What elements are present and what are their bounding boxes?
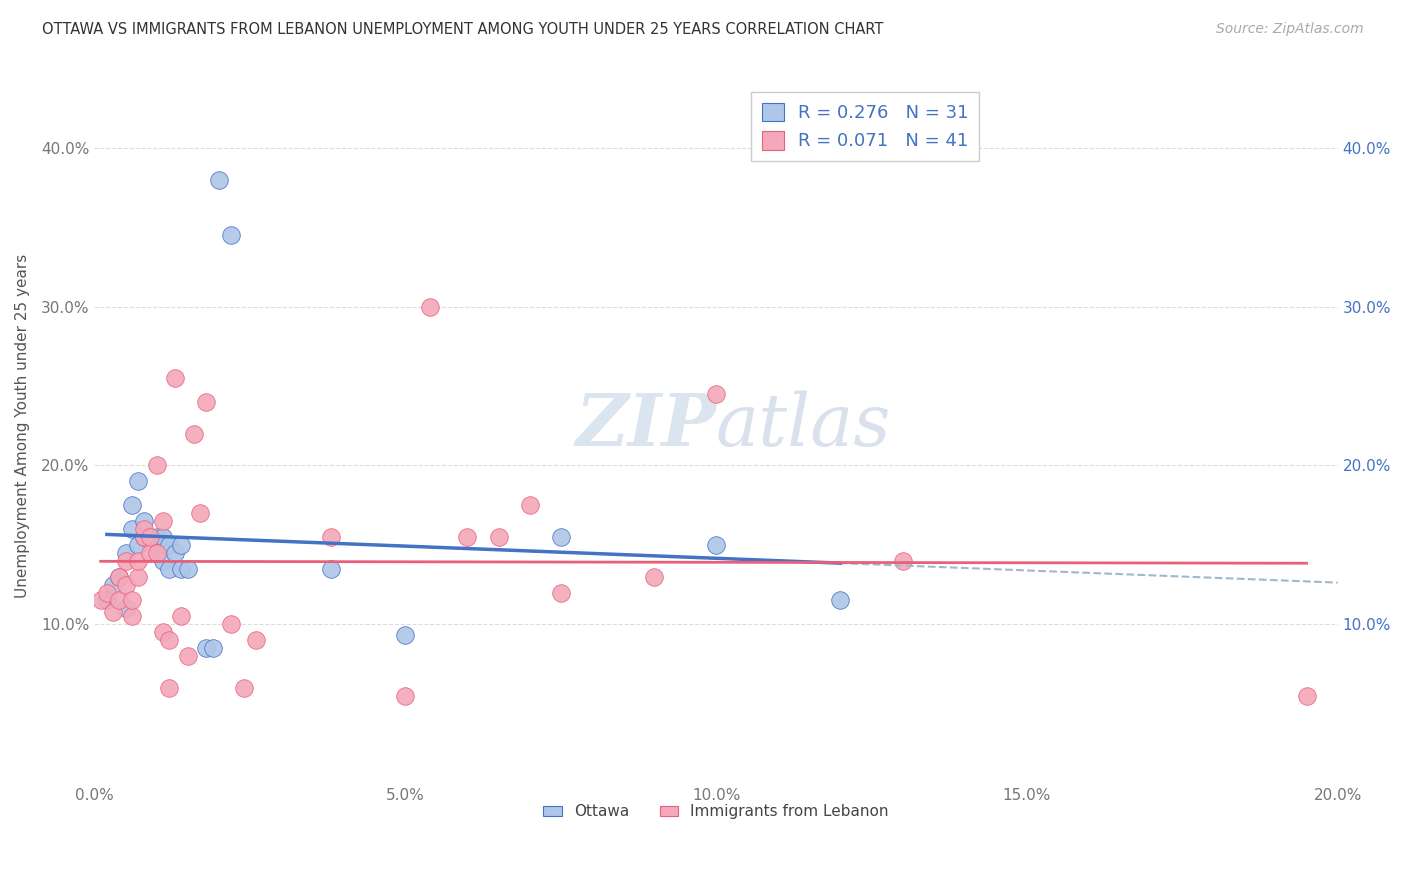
Point: [488, 530, 510, 544]
Point: [177, 562, 200, 576]
Point: [643, 569, 665, 583]
Point: [157, 538, 180, 552]
Point: [101, 605, 124, 619]
Point: [127, 569, 149, 583]
Point: [114, 554, 136, 568]
Point: [177, 648, 200, 663]
Point: [157, 562, 180, 576]
Point: [108, 593, 131, 607]
Point: [121, 609, 143, 624]
Point: [134, 514, 156, 528]
Point: [108, 569, 131, 583]
Point: [170, 609, 193, 624]
Y-axis label: Unemployment Among Youth under 25 years: Unemployment Among Youth under 25 years: [15, 253, 30, 598]
Point: [891, 554, 914, 568]
Point: [394, 689, 416, 703]
Point: [208, 172, 231, 186]
Point: [121, 522, 143, 536]
Point: [139, 546, 162, 560]
Point: [134, 530, 156, 544]
Text: OTTAWA VS IMMIGRANTS FROM LEBANON UNEMPLOYMENT AMONG YOUTH UNDER 25 YEARS CORREL: OTTAWA VS IMMIGRANTS FROM LEBANON UNEMPL…: [42, 22, 883, 37]
Point: [165, 371, 187, 385]
Point: [145, 530, 167, 544]
Point: [157, 633, 180, 648]
Point: [152, 625, 174, 640]
Point: [145, 458, 167, 473]
Point: [830, 593, 852, 607]
Point: [96, 585, 118, 599]
Point: [170, 562, 193, 576]
Point: [157, 681, 180, 695]
Text: atlas: atlas: [716, 391, 891, 461]
Point: [139, 530, 162, 544]
Point: [170, 538, 193, 552]
Point: [188, 506, 211, 520]
Point: [145, 546, 167, 560]
Point: [121, 498, 143, 512]
Point: [201, 641, 224, 656]
Text: Source: ZipAtlas.com: Source: ZipAtlas.com: [1216, 22, 1364, 37]
Point: [419, 300, 441, 314]
Point: [152, 554, 174, 568]
Point: [219, 617, 242, 632]
Point: [134, 522, 156, 536]
Point: [245, 633, 267, 648]
Point: [114, 546, 136, 560]
Point: [456, 530, 478, 544]
Point: [139, 530, 162, 544]
Point: [152, 514, 174, 528]
Point: [121, 593, 143, 607]
Point: [108, 569, 131, 583]
Point: [114, 601, 136, 615]
Point: [90, 593, 112, 607]
Point: [127, 475, 149, 489]
Point: [1295, 689, 1317, 703]
Point: [134, 530, 156, 544]
Legend: Ottawa, Immigrants from Lebanon: Ottawa, Immigrants from Lebanon: [537, 798, 894, 825]
Point: [165, 546, 187, 560]
Text: ZIP: ZIP: [575, 391, 716, 461]
Point: [550, 530, 572, 544]
Point: [704, 387, 727, 401]
Point: [101, 577, 124, 591]
Point: [127, 554, 149, 568]
Point: [152, 530, 174, 544]
Point: [127, 538, 149, 552]
Point: [195, 395, 218, 409]
Point: [145, 546, 167, 560]
Point: [519, 498, 541, 512]
Point: [550, 585, 572, 599]
Point: [232, 681, 254, 695]
Point: [394, 628, 416, 642]
Point: [183, 426, 205, 441]
Point: [219, 228, 242, 243]
Point: [114, 577, 136, 591]
Point: [704, 538, 727, 552]
Point: [96, 593, 118, 607]
Point: [195, 641, 218, 656]
Point: [319, 530, 342, 544]
Point: [319, 562, 342, 576]
